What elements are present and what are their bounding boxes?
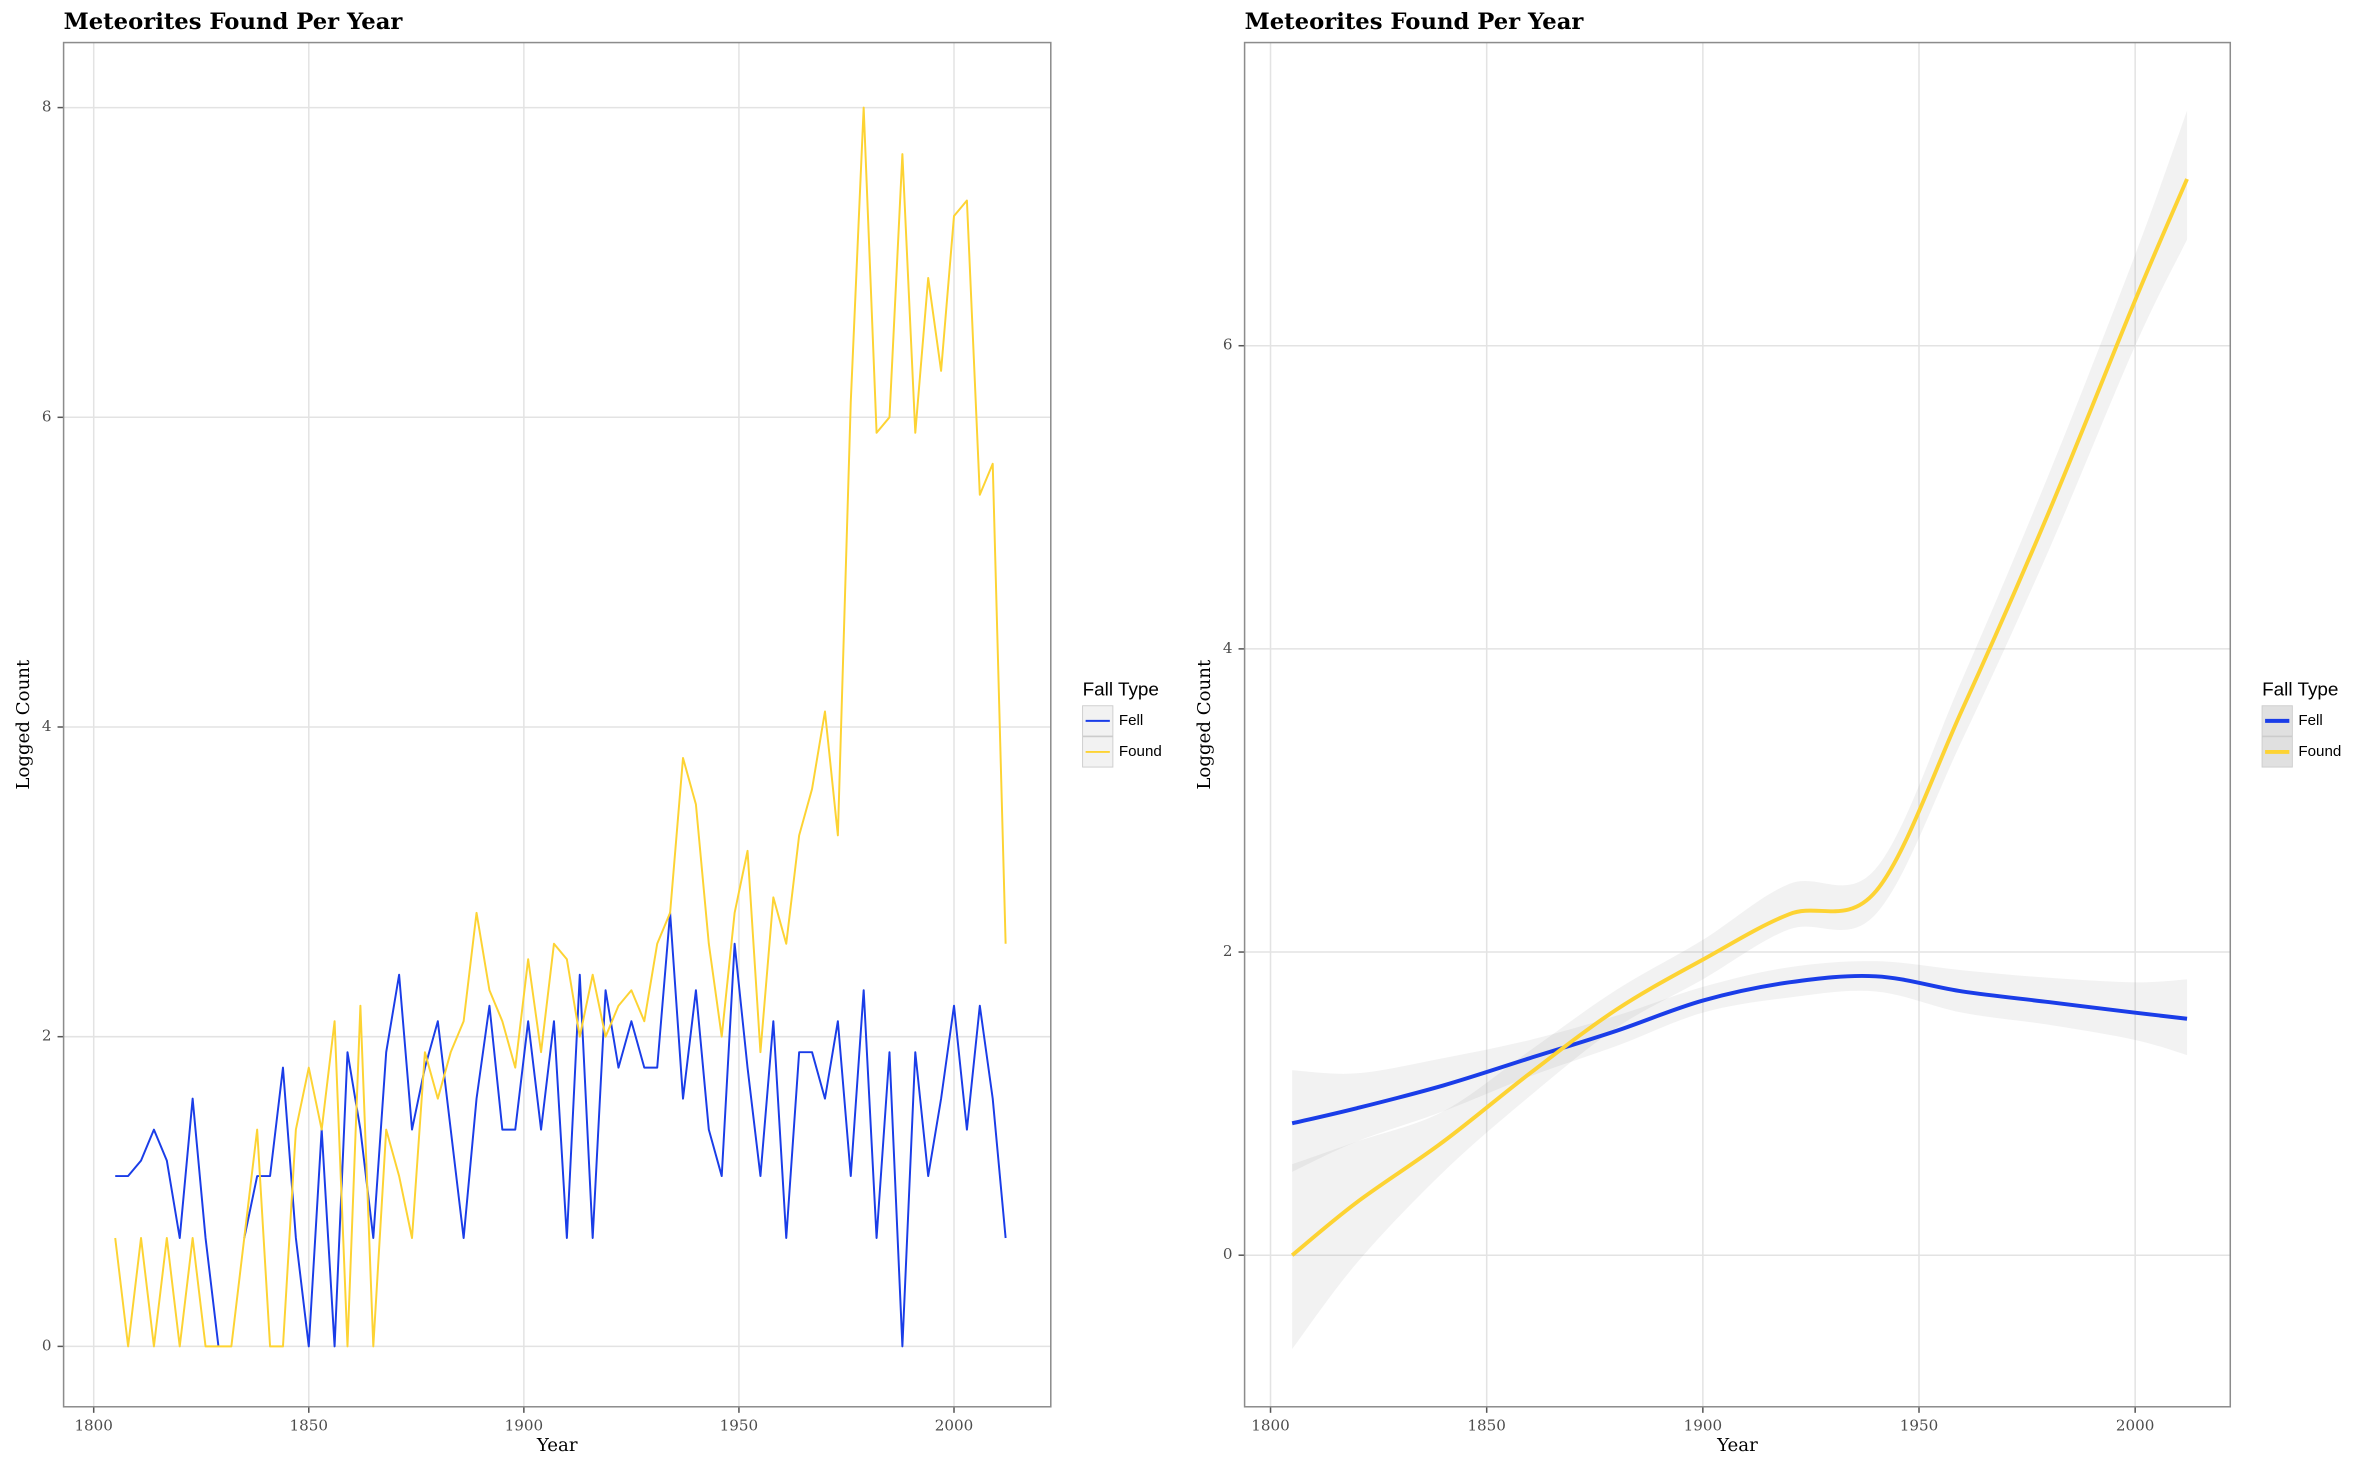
x-tick-label: 1800	[1251, 1416, 1290, 1434]
y-tick-label: 6	[42, 407, 52, 425]
plot-area	[1290, 110, 2189, 1350]
legend-title: Fall Type	[2262, 680, 2338, 701]
chart-title: Meteorites Found Per Year	[1245, 9, 1585, 35]
legend-label: Found	[2298, 743, 2341, 760]
plot-area	[114, 106, 1007, 1348]
series-line	[114, 106, 1007, 1348]
x-tick-label: 1800	[74, 1416, 113, 1434]
x-tick-label: 1850	[1467, 1416, 1506, 1434]
y-tick-label: 6	[1223, 336, 1233, 354]
x-tick-label: 2000	[2116, 1416, 2155, 1434]
panel-bg	[63, 42, 1051, 1407]
legend-title: Fall Type	[1083, 680, 1159, 701]
series-line	[115, 1097, 220, 1347]
chart-title: Meteorites Found Per Year	[64, 9, 404, 35]
x-tick-label: 1900	[1684, 1416, 1723, 1434]
legend-label: Fell	[1119, 712, 1143, 729]
panel-border	[1243, 41, 2232, 1408]
x-tick-label: 1950	[1900, 1416, 1939, 1434]
panel-bg	[1244, 42, 2231, 1407]
y-tick-label: 2	[1223, 942, 1233, 960]
x-tick-label: 1850	[290, 1416, 329, 1434]
y-axis-label: Logged Count	[13, 659, 34, 790]
series-line	[1291, 973, 2188, 1126]
y-tick-label: 0	[42, 1336, 52, 1354]
legend-label: Found	[1119, 743, 1162, 760]
confidence-band	[1292, 961, 2188, 1172]
y-tick-label: 4	[42, 717, 52, 735]
y-tick-label: 2	[42, 1027, 52, 1045]
x-axis-label: Year	[536, 1435, 578, 1456]
confidence-band	[1292, 110, 2188, 1350]
y-tick-label: 0	[1223, 1245, 1233, 1263]
panel: 1800 1850 1900 1950 2000 0 2 4 6 Meteorites Found…	[1194, 9, 2341, 1456]
y-axis-label: Logged Count	[1194, 659, 1215, 790]
y-tick-label: 8	[42, 98, 52, 116]
panel: 1800 1850 1900 1950 2000 0 2 4 6 8 Meteorites Foun…	[13, 9, 1162, 1456]
y-tick-label: 4	[1223, 639, 1233, 657]
x-axis-label: Year	[1716, 1435, 1758, 1456]
x-tick-label: 1950	[720, 1416, 759, 1434]
series-line	[243, 911, 1007, 1348]
panel-border	[62, 41, 1052, 1408]
x-tick-label: 1900	[505, 1416, 544, 1434]
series-line	[1290, 178, 2189, 1257]
x-tick-label: 2000	[935, 1416, 974, 1434]
legend-label: Fell	[2298, 712, 2322, 729]
